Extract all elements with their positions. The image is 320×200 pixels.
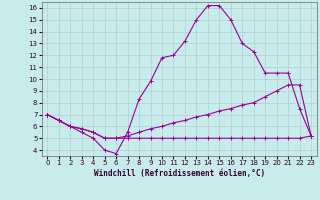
X-axis label: Windchill (Refroidissement éolien,°C): Windchill (Refroidissement éolien,°C) [94, 169, 265, 178]
